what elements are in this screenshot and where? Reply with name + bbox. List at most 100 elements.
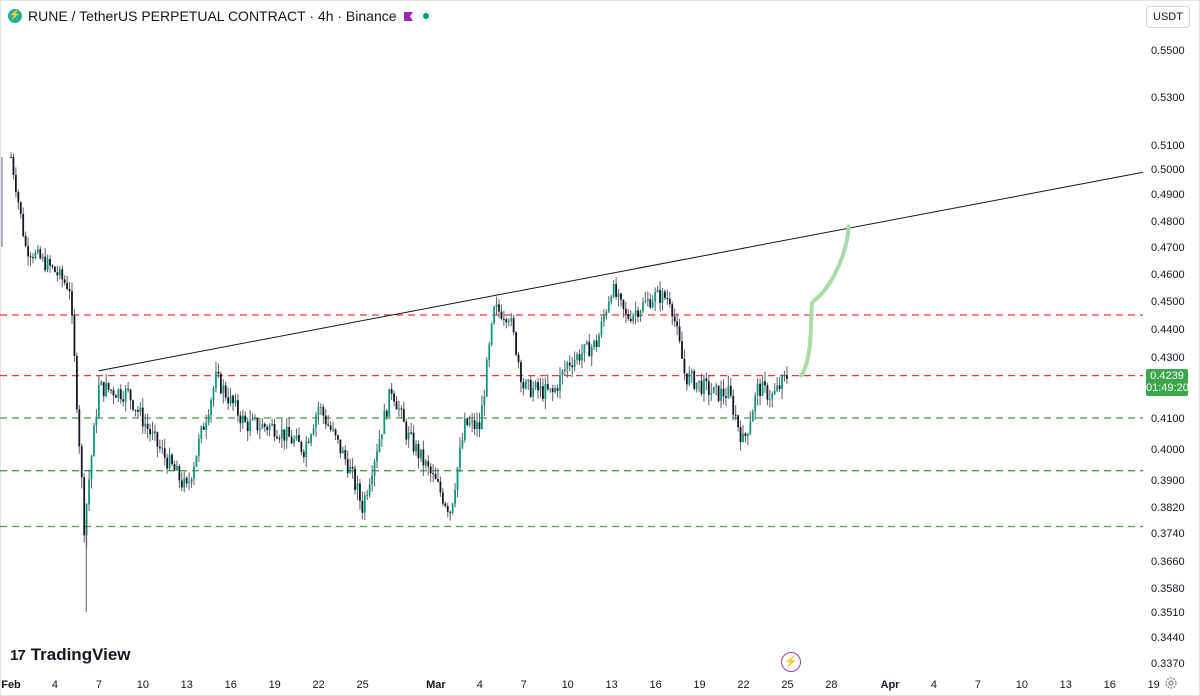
x-tick-label: 10: [137, 679, 149, 691]
candle: [302, 451, 305, 458]
candle: [463, 418, 466, 440]
candle: [197, 438, 200, 456]
x-tick-label: 25: [781, 679, 793, 691]
candle: [715, 385, 718, 387]
candle: [215, 371, 217, 389]
candle: [578, 354, 581, 361]
lightning-icon[interactable]: ⚡: [781, 652, 801, 672]
candle: [473, 420, 476, 429]
candle: [529, 379, 532, 397]
candle: [432, 473, 435, 475]
x-tick-label: 4: [931, 679, 937, 691]
candle: [688, 373, 691, 385]
candle: [119, 389, 122, 400]
candle: [322, 407, 325, 416]
candle: [239, 415, 242, 424]
candle: [678, 326, 681, 342]
candle: [544, 384, 547, 399]
candle: [376, 451, 378, 462]
flag-icon[interactable]: [403, 11, 414, 22]
last-price-tag: 0.4239 01:49:20: [1146, 369, 1189, 396]
candle: [307, 441, 310, 443]
candle: [219, 373, 222, 394]
candle: [590, 347, 593, 357]
y-tick-label: 0.3740: [1151, 528, 1185, 540]
candle: [729, 385, 732, 396]
x-tick-label: 4: [52, 679, 58, 691]
x-tick-label: 19: [693, 679, 705, 691]
candle: [605, 311, 608, 316]
candle: [566, 362, 569, 369]
candle: [573, 359, 576, 368]
candle: [786, 375, 788, 379]
candle: [485, 360, 488, 397]
candle: [244, 415, 247, 422]
candle: [344, 450, 347, 460]
candle: [659, 289, 661, 303]
gear-icon[interactable]: [1164, 676, 1178, 690]
candle: [139, 407, 142, 412]
candle: [424, 461, 427, 466]
tradingview-logo[interactable]: 17 TradingView: [10, 645, 131, 665]
candle: [346, 459, 349, 474]
candle: [712, 386, 715, 394]
candle: [654, 292, 657, 302]
candle: [337, 435, 339, 440]
candle: [781, 375, 783, 390]
candle: [754, 395, 757, 412]
candle: [664, 291, 666, 298]
candle: [742, 433, 744, 442]
candle: [280, 429, 283, 439]
candle: [405, 421, 408, 440]
candle: [300, 441, 303, 452]
y-tick-label: 0.3440: [1151, 632, 1185, 644]
candle: [395, 401, 398, 410]
y-tick-label: 0.4600: [1151, 269, 1185, 281]
candle: [227, 397, 230, 404]
candle: [188, 482, 191, 484]
candle: [254, 417, 256, 419]
candle: [295, 435, 298, 440]
candle: [554, 388, 557, 393]
candle: [495, 304, 498, 307]
candle: [685, 373, 688, 385]
x-tick-label: 22: [313, 679, 325, 691]
candle: [468, 422, 471, 425]
candle: [446, 506, 449, 512]
candle: [161, 448, 164, 450]
candle: [556, 388, 559, 391]
candle: [75, 355, 78, 410]
candle: [744, 433, 747, 437]
candle: [95, 416, 98, 426]
candle: [703, 378, 705, 394]
candle: [173, 464, 176, 471]
y-tick-label: 0.4300: [1151, 352, 1185, 364]
candle: [459, 447, 461, 468]
candle: [764, 381, 766, 386]
trend-line: [98, 171, 1144, 372]
candle: [222, 385, 225, 394]
candle: [734, 414, 737, 416]
candle: [412, 432, 415, 452]
logo-text: TradingView: [30, 645, 131, 664]
candle: [398, 408, 400, 410]
candle: [422, 449, 425, 466]
x-tick-label: 16: [1104, 679, 1116, 691]
candle: [507, 321, 510, 323]
chart-title[interactable]: RUNE / TetherUS PERPETUAL CONTRACT · 4h …: [28, 8, 397, 24]
candle: [710, 393, 713, 395]
candle: [90, 456, 93, 480]
candle: [324, 415, 327, 425]
candle: [171, 454, 173, 465]
currency-button[interactable]: USDT: [1146, 6, 1190, 28]
candle: [481, 405, 483, 430]
candle: [276, 436, 278, 439]
y-tick-label: 0.5100: [1151, 140, 1185, 152]
candle: [298, 435, 300, 442]
candle: [127, 388, 130, 390]
candle: [263, 423, 266, 427]
candle: [727, 385, 730, 398]
candle: [429, 466, 432, 474]
candle: [542, 386, 544, 399]
